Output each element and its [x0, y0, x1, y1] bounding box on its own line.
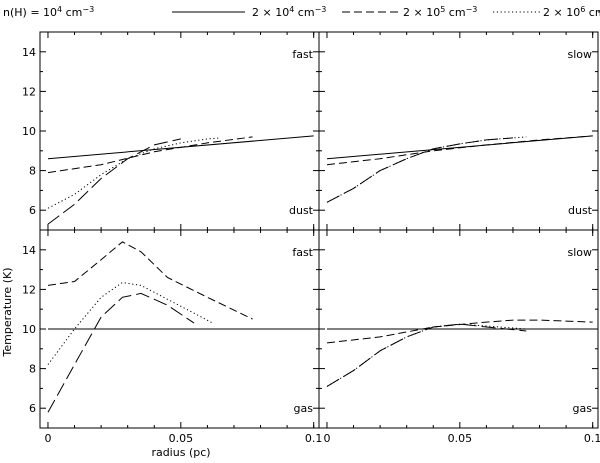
- legend-item: 2 × 105 cm−3: [403, 5, 540, 20]
- panel-top-left: 6 8 10 12 14 fast dust: [22, 31, 320, 231]
- y-axis-label: Temperature (K): [1, 268, 14, 358]
- y-tick-label: 6: [29, 402, 36, 415]
- panel-type-label: dust: [568, 204, 593, 217]
- legend-label: n(H) = 104 cm−3: [3, 5, 94, 20]
- panel-frame: [39, 31, 320, 231]
- x-tick-label: 0.1: [305, 432, 323, 445]
- panel-mode-label: fast: [292, 48, 313, 61]
- panel-bottom-left: 6 8 10 12 14 0 0.05 0.1 fast gas: [22, 229, 323, 445]
- series-line-long-dash: [326, 137, 514, 203]
- y-tick-label: 10: [22, 125, 36, 138]
- panel-type-label: dust: [289, 204, 314, 217]
- series-line-short-dash: [326, 135, 593, 166]
- x-tick-label: 0: [44, 432, 51, 445]
- series-line-long-dash: [326, 323, 527, 387]
- panel-bottom-right: 0 0.05 0.1 slow gas: [318, 229, 600, 445]
- legend-item: 2 × 106 cm−3: [543, 5, 600, 20]
- x-tick-label: 0.05: [169, 432, 194, 445]
- legend-item: n(H) = 104 cm−3: [3, 5, 245, 20]
- panel-type-label: gas: [573, 402, 593, 415]
- y-tick-label: 12: [22, 283, 36, 296]
- panel-top-right: slow dust: [318, 31, 599, 231]
- panel-mode-label: fast: [292, 246, 313, 259]
- series-line-dotted: [326, 136, 527, 203]
- panel-type-label: gas: [294, 402, 314, 415]
- y-tick-label: 14: [22, 244, 36, 257]
- panels: 6 8 10 12 14 fast dust slow dust 6 8 10 12 14 0 0.05 0.1…: [22, 31, 600, 445]
- panel-mode-label: slow: [567, 246, 592, 259]
- legend-label: 2 × 104 cm−3: [252, 5, 326, 20]
- series-line-short-dash: [47, 241, 253, 320]
- series-line-dotted: [326, 323, 527, 387]
- series-line-long-dash: [47, 138, 181, 225]
- x-tick-label: 0: [323, 432, 330, 445]
- legend-label: 2 × 106 cm−3: [543, 5, 600, 20]
- legend-label: 2 × 105 cm−3: [403, 5, 477, 20]
- series-line-solid: [326, 135, 593, 160]
- y-tick-label: 12: [22, 85, 36, 98]
- x-tick-label: 0.1: [584, 432, 600, 445]
- legend: n(H) = 104 cm−3 2 × 104 cm−3 2 × 105 cm−3 2…: [3, 5, 600, 20]
- panel-mode-label: slow: [567, 48, 592, 61]
- series-line-short-dash: [326, 319, 593, 344]
- y-tick-label: 8: [29, 363, 36, 376]
- panel-frame: [318, 31, 599, 231]
- series-line-long-dash: [47, 292, 195, 413]
- y-tick-label: 14: [22, 46, 36, 59]
- y-tick-label: 10: [22, 323, 36, 336]
- legend-item: 2 × 104 cm−3: [252, 5, 400, 20]
- x-axis-label: radius (pc): [151, 446, 210, 459]
- series-line-short-dash: [47, 136, 253, 174]
- y-tick-label: 6: [29, 204, 36, 217]
- series-line-dotted: [47, 137, 221, 209]
- series-line-dotted: [47, 281, 213, 365]
- y-tick-label: 8: [29, 165, 36, 178]
- x-tick-label: 0.05: [448, 432, 473, 445]
